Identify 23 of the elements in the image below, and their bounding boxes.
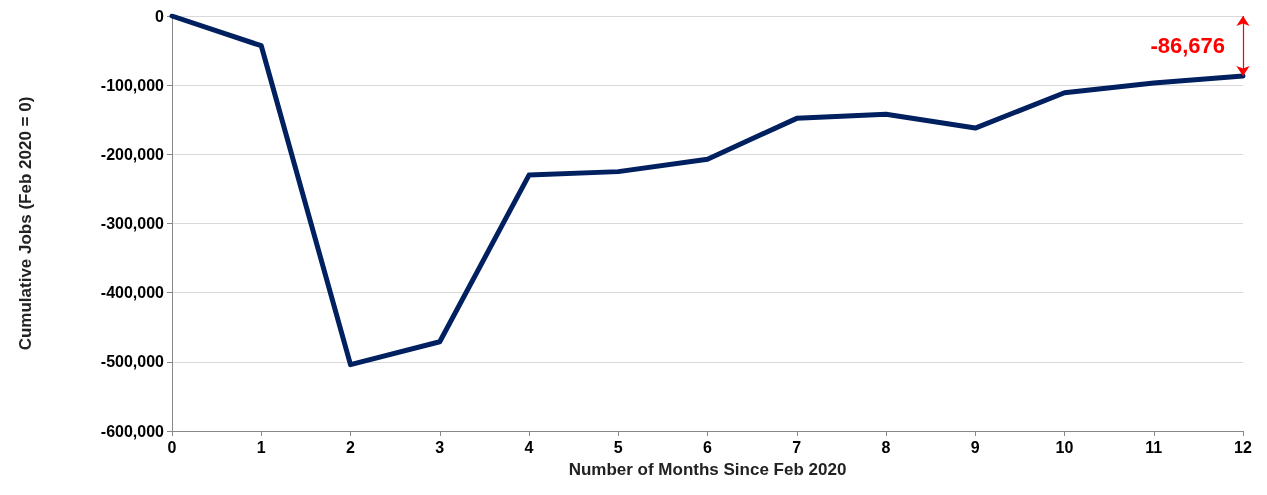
x-tick-label: 4 [524, 438, 534, 456]
x-tick-label: 2 [346, 438, 356, 456]
x-tick-label: 10 [1055, 438, 1074, 456]
annotation: -86,676 [1150, 33, 1225, 59]
y-tick-label: -600,000 [100, 422, 165, 440]
y-tick-label: 0 [155, 7, 165, 25]
x-tick-label: 8 [881, 438, 891, 456]
y-tick-label: -100,000 [100, 76, 165, 94]
x-tick-label: 3 [435, 438, 445, 456]
x-tick-label: 1 [256, 438, 266, 456]
x-tick-label: 9 [970, 438, 980, 456]
y-axis-title: Cumulative Jobs (Feb 2020 = 0) [16, 96, 35, 351]
y-tick-label: -200,000 [100, 145, 165, 163]
y-tick-label: -300,000 [100, 215, 165, 232]
x-tick-label: 7 [792, 438, 802, 456]
x-tick-label: 5 [613, 438, 623, 456]
y-tick-label: -400,000 [100, 284, 165, 302]
y-tick-label: -500,000 [100, 353, 165, 371]
x-tick-label: 11 [1145, 438, 1163, 456]
x-tick-label: 6 [703, 438, 713, 456]
x-tick-label: 0 [167, 438, 177, 456]
x-axis-title: Number of Months Since Feb 2020 [568, 460, 847, 479]
x-tick-label: 12 [1234, 438, 1252, 456]
